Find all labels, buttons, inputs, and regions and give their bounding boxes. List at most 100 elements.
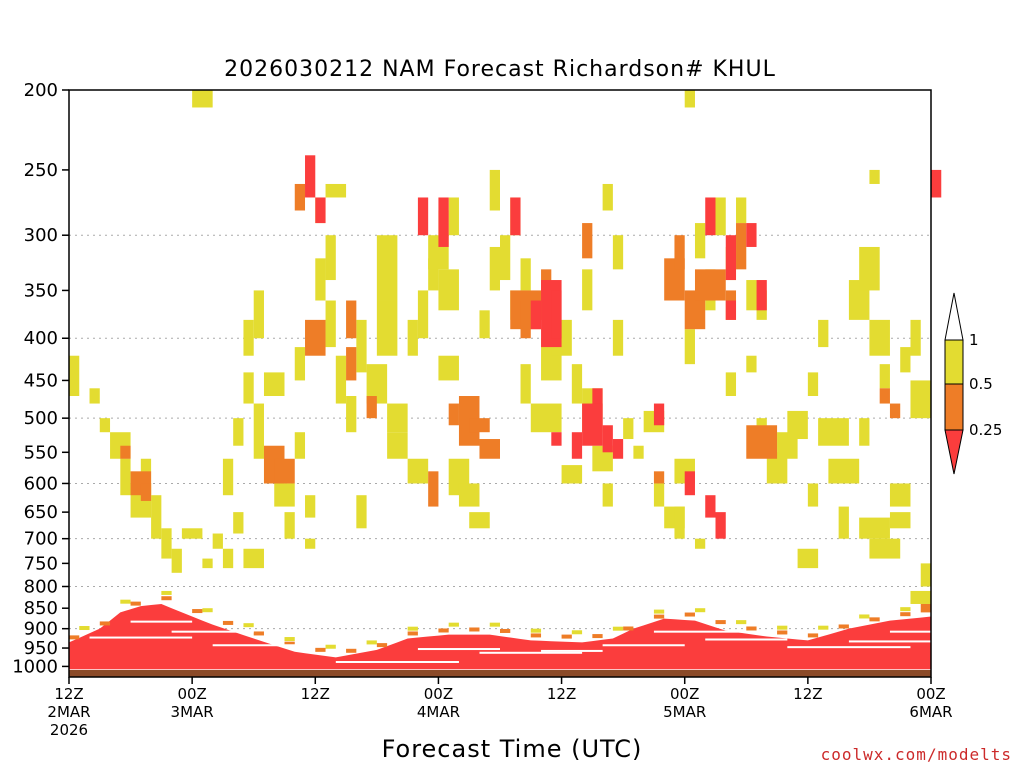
x-tick-label-12-1: 3MAR bbox=[171, 703, 214, 721]
cell-ri-0-5-1-26 bbox=[284, 512, 295, 539]
cell-ri-0-5-1-15 bbox=[222, 548, 234, 569]
cell-ri-0-5-1-57 bbox=[479, 310, 490, 339]
cell-ri-0-5-1-120 bbox=[920, 563, 931, 587]
boundary-layer bbox=[69, 590, 952, 677]
boundary-fringe-orange-33 bbox=[407, 631, 418, 636]
cell-ri-0-5-1-121 bbox=[910, 590, 931, 604]
cell-ri-0-5-1-65 bbox=[530, 403, 562, 433]
boundary-streak-5 bbox=[417, 648, 500, 651]
boundary-fringe-yellow-21 bbox=[284, 637, 295, 642]
cell-ri-0-5-1-21 bbox=[253, 290, 264, 339]
cell-ri-0-5-1-103 bbox=[818, 319, 829, 348]
y-tick-label-550: 550 bbox=[24, 442, 58, 463]
cell-ri-0-5-1-37 bbox=[346, 396, 357, 433]
cell-ri-0-5-1-44 bbox=[387, 432, 408, 459]
cell-ri-0-5-1-0 bbox=[69, 355, 80, 397]
boundary-streak-1 bbox=[130, 620, 193, 623]
cell-ri-0-25-2 bbox=[417, 197, 429, 236]
cell-ri-0-5-1-17 bbox=[233, 512, 244, 534]
boundary-fringe-orange-72 bbox=[807, 633, 819, 638]
cell-ri-0-5-1-108 bbox=[859, 246, 880, 291]
cell-ri-0-5-1-9 bbox=[171, 548, 182, 573]
boundary-fringe-orange-18 bbox=[253, 631, 264, 636]
cell-ri-0-5-1-111 bbox=[879, 364, 890, 389]
cell-ri-0-25-1 bbox=[315, 197, 326, 224]
x-tick-label-24-0: 12Z bbox=[301, 685, 330, 703]
y-tick-label-450: 450 bbox=[24, 370, 58, 391]
cell-ri-0-5-1-18 bbox=[243, 319, 254, 356]
cell-ri-0-25-0-5-14 bbox=[469, 418, 490, 433]
cell-ri-0-25-0-5-18 bbox=[582, 223, 593, 259]
y-tick-label-400: 400 bbox=[24, 328, 58, 349]
boundary-fringe-orange-66 bbox=[746, 626, 757, 631]
cell-ri-0-5-1-22 bbox=[253, 403, 264, 459]
cell-ri-0-25-0-5-28 bbox=[879, 388, 890, 404]
boundary-fringe-yellow-1 bbox=[79, 626, 90, 631]
cell-ri-0-25-4 bbox=[510, 197, 521, 236]
boundary-fringe-yellow-17 bbox=[243, 623, 254, 628]
cell-ri-0-5-1-75 bbox=[612, 319, 624, 356]
boundary-streak-12 bbox=[848, 640, 931, 643]
boundary-fringe-orange-45 bbox=[530, 633, 542, 638]
cell-ri-0-25-0-5-2 bbox=[140, 483, 152, 501]
cell-ri-0-5-1-42 bbox=[376, 235, 398, 301]
legend-bin-0.25-0.5 bbox=[944, 383, 964, 431]
boundary-fringe-orange-48 bbox=[561, 634, 572, 639]
cell-ri-0-5-1-31 bbox=[315, 258, 326, 301]
cell-ri-0-5-1-13 bbox=[202, 558, 213, 569]
cell-ri-0-5-1-84 bbox=[684, 329, 695, 365]
legend-label-0: 1 bbox=[969, 331, 979, 349]
cell-ri-0-5-1-68 bbox=[561, 465, 583, 484]
cell-ri-0-5-1-29 bbox=[305, 495, 316, 518]
y-tick-label-750: 750 bbox=[24, 553, 58, 574]
boundary-fringe-yellow-53 bbox=[612, 626, 624, 631]
cell-ri-0-25-0-5-5 bbox=[305, 319, 326, 356]
boundary-fringe-orange-54 bbox=[623, 626, 634, 631]
boundary-streak-6 bbox=[479, 651, 583, 654]
cell-ri-0-25-0-5-27 bbox=[746, 425, 778, 459]
cell-ri-0-5-1-89 bbox=[736, 197, 747, 224]
boundary-fringe-orange-24 bbox=[315, 647, 326, 652]
cell-ri-0-5-1-2 bbox=[99, 418, 111, 433]
ground-strip bbox=[69, 669, 931, 677]
y-tick-label-350: 350 bbox=[24, 280, 58, 301]
boundary-fringe-orange-75 bbox=[838, 624, 849, 629]
boundary-fringe-orange-60 bbox=[684, 612, 695, 617]
cell-ri-0-25-19 bbox=[725, 300, 737, 320]
cell-ri-0-5-1-12 bbox=[212, 533, 223, 549]
boundary-fringe-orange-21 bbox=[284, 641, 295, 646]
cell-ri-0-5-1-63 bbox=[520, 258, 531, 291]
boundary-fringe-orange-42 bbox=[500, 628, 511, 633]
legend-bin-above-1 bbox=[944, 292, 964, 341]
cell-ri-0-25-0-5-9 bbox=[366, 396, 377, 419]
y-tick-label-900: 900 bbox=[24, 619, 58, 640]
boundary-streak-0 bbox=[89, 636, 193, 639]
x-tick-label-60-1: 5MAR bbox=[663, 703, 706, 721]
cell-ri-0-25-0-5-23 bbox=[694, 269, 716, 301]
boundary-streak-10 bbox=[705, 638, 788, 641]
cell-ri-0-5-1-70 bbox=[582, 269, 593, 311]
cell-ri-0-5-1-41 bbox=[376, 300, 398, 356]
cell-ri-0-5-1-1 bbox=[89, 388, 100, 404]
cell-ri-0-5-1-116 bbox=[889, 512, 911, 529]
cell-ri-0-5-1-45 bbox=[407, 458, 429, 484]
boundary-streak-3 bbox=[212, 644, 316, 647]
boundary-fringe-yellow-37 bbox=[448, 622, 459, 627]
cell-ri-0-5-1-74 bbox=[612, 235, 624, 270]
cell-ri-0-5-1-20 bbox=[243, 548, 264, 569]
boundary-streak-4 bbox=[335, 661, 459, 664]
cell-ri-0-5-1-52 bbox=[438, 269, 459, 311]
y-tick-label-800: 800 bbox=[24, 576, 58, 597]
cell-ri-0-25-0-5-25 bbox=[736, 223, 747, 270]
boundary-fringe-orange-57 bbox=[653, 614, 665, 619]
boundary-fringe-yellow-73 bbox=[818, 625, 829, 630]
cell-ri-0-5-1-55 bbox=[458, 483, 480, 507]
y-tick-label-250: 250 bbox=[24, 160, 58, 181]
cell-ri-0-25-17 bbox=[715, 512, 726, 539]
cell-ri-0-5-1-60 bbox=[500, 235, 511, 281]
cell-ri-0-25-14 bbox=[653, 403, 665, 426]
y-tick-label-1000: 1000 bbox=[12, 656, 58, 677]
cell-ri-0-25-22 bbox=[756, 280, 767, 311]
cell-ri-0-5-1-40 bbox=[366, 364, 388, 404]
